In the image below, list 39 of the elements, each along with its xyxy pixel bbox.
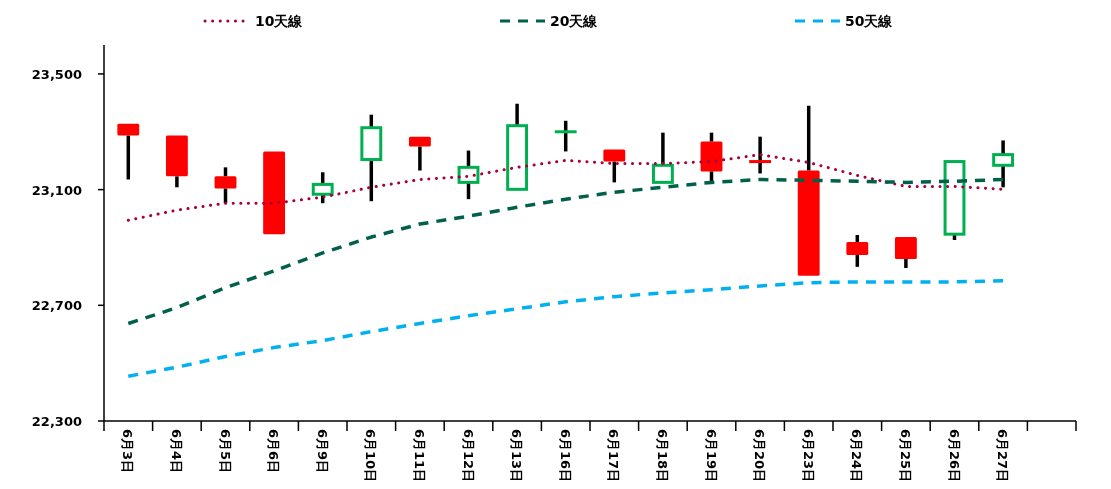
x-tick-label: 6月4日 [168, 429, 184, 474]
x-tick-label: 6月20日 [752, 429, 768, 483]
candlestick [797, 105, 820, 276]
candlestick [651, 132, 674, 184]
x-tick-label: 6月24日 [849, 429, 865, 483]
candlestick [603, 149, 626, 183]
candlestick [894, 237, 917, 268]
candlestick [749, 136, 772, 174]
candlestick [117, 123, 140, 180]
x-tick-label: 6月17日 [606, 429, 622, 483]
x-tick-label: 6月13日 [509, 429, 525, 483]
candlestick [165, 135, 188, 188]
x-tick-label: 6月11日 [411, 429, 427, 483]
candlestick [408, 136, 431, 171]
x-tick-label: 6月12日 [460, 429, 476, 483]
x-tick-label: 6月5日 [217, 429, 233, 474]
legend-label: 10天線 [255, 13, 304, 29]
x-tick-label: 6月16日 [557, 429, 573, 483]
x-tick-label: 6月19日 [703, 429, 719, 483]
y-tick-label: 23,500 [31, 66, 82, 82]
legend-label: 50天線 [845, 13, 894, 29]
y-tick-label: 22,300 [31, 414, 82, 429]
x-tick-label: 6月10日 [363, 429, 379, 483]
legend-label: 20天線 [550, 13, 599, 29]
x-tick-label: 6月9日 [314, 429, 330, 474]
x-tick-label: 6月25日 [897, 429, 913, 483]
x-tick-label: 6月3日 [120, 429, 136, 474]
x-tick-label: 6月18日 [654, 429, 670, 483]
line-series [126, 278, 1005, 378]
x-tick-label: 6月6日 [266, 429, 282, 474]
x-tick-label: 6月27日 [995, 429, 1011, 483]
y-tick-label: 23,100 [31, 182, 82, 198]
candlestick [506, 103, 529, 191]
x-tick-label: 6月26日 [946, 429, 962, 483]
candlestick [263, 151, 286, 235]
y-tick-label: 22,700 [31, 298, 82, 314]
candlestick [992, 140, 1015, 188]
x-tick-label: 6月23日 [800, 429, 816, 483]
line-series [126, 177, 1005, 326]
